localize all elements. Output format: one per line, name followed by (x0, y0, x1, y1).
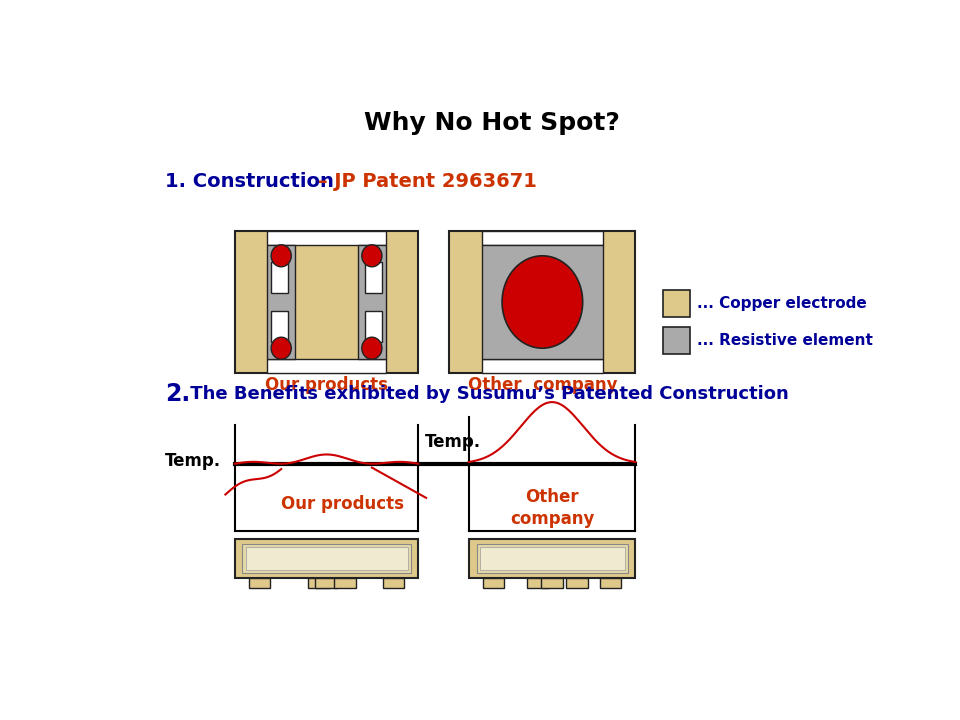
Bar (249, 577, 271, 588)
Bar (482, 231, 603, 245)
Text: – JP Patent 2963671: – JP Patent 2963671 (318, 171, 537, 191)
Bar (600, 577, 621, 588)
Text: Our products: Our products (265, 376, 388, 394)
Bar (449, 231, 636, 373)
Text: 2.: 2. (165, 382, 190, 406)
Ellipse shape (271, 245, 291, 267)
Text: ... Resistive element: ... Resistive element (697, 333, 873, 348)
Bar (468, 539, 636, 577)
Ellipse shape (271, 337, 291, 359)
Bar (662, 327, 690, 354)
Bar (234, 231, 419, 373)
Text: Temp.: Temp. (165, 452, 221, 470)
Bar (482, 359, 603, 373)
Bar (271, 311, 288, 342)
Bar (662, 289, 690, 318)
Text: The Benefits exhibited by Susumu’s Patented Construction: The Benefits exhibited by Susumu’s Paten… (184, 385, 789, 403)
Text: Why No Hot Spot?: Why No Hot Spot? (364, 112, 620, 135)
Bar (476, 544, 628, 573)
Text: Our products: Our products (280, 495, 403, 513)
Bar (527, 577, 548, 588)
Bar (480, 547, 625, 570)
Bar (267, 359, 386, 373)
Text: ... Copper electrode: ... Copper electrode (697, 296, 866, 311)
Text: 1. Construction: 1. Construction (165, 171, 341, 191)
Text: Other  company: Other company (468, 376, 617, 394)
Bar (271, 262, 288, 293)
Bar (365, 311, 382, 342)
Bar (334, 577, 355, 588)
Bar (246, 547, 408, 570)
Bar (267, 245, 295, 359)
Bar (483, 577, 504, 588)
Bar (566, 577, 588, 588)
Bar (383, 577, 404, 588)
Bar (365, 262, 382, 293)
Ellipse shape (502, 256, 583, 348)
Bar (308, 577, 330, 588)
Bar (234, 539, 419, 577)
Bar (540, 577, 563, 588)
Ellipse shape (362, 337, 382, 359)
Text: Other
company: Other company (510, 488, 594, 528)
Text: Temp.: Temp. (424, 433, 481, 451)
Bar (243, 544, 411, 573)
Bar (267, 231, 386, 245)
Bar (482, 245, 603, 359)
Bar (358, 245, 386, 359)
Ellipse shape (362, 245, 382, 267)
Bar (315, 577, 337, 588)
